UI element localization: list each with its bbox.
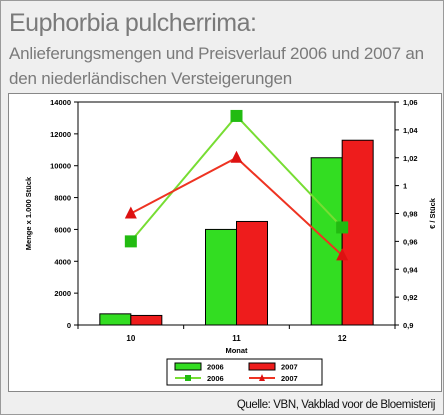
legend-bar-label: 2007 <box>281 363 298 372</box>
left-y-tick-label: 10000 <box>50 162 71 171</box>
bar-2007-11 <box>236 220 268 326</box>
legend-line-label: 2006 <box>207 374 224 383</box>
legend-line-label: 2007 <box>281 374 298 383</box>
right-y-tick-label: 1,04 <box>403 126 418 135</box>
chart-svg: 0 2000 4000 6000 8000 10000 12000 14000 0,9 0,92 0… <box>24 98 437 386</box>
source-note: Quelle: VBN, Vakblad voor de Bloemisteri… <box>236 399 436 411</box>
left-y-tick-label: 6000 <box>54 225 71 234</box>
right-y-axis-label: € / Stück <box>428 197 437 229</box>
chart-title: Euphorbia pulcherrima: <box>9 9 257 37</box>
bar-2006-11 <box>205 228 237 326</box>
point-2006-12 <box>336 221 349 234</box>
right-y-tick-label: 0,9 <box>403 321 413 330</box>
left-y-tick-label: 2000 <box>54 289 71 298</box>
x-tick-label: 12 <box>338 334 347 343</box>
x-axis-label: Monat <box>225 346 248 355</box>
bar-2006-10 <box>99 313 132 326</box>
left-y-tick-label: 0 <box>67 321 71 330</box>
legend-marker-2006 <box>185 375 191 381</box>
x-tick-label: 11 <box>232 334 241 343</box>
point-2007-12 <box>336 248 349 261</box>
legend-bar-swatch-2006 <box>174 362 202 371</box>
left-y-axis-label: Menge x 1.000 Stück <box>24 176 33 250</box>
chart-area: 0 2000 4000 6000 8000 10000 12000 14000 0,9 0,92 0… <box>8 93 442 392</box>
right-y-tick-label: 1,06 <box>403 98 418 107</box>
chart-subtitle: Anlieferungsmengen und Preisverlauf 2006… <box>9 44 424 88</box>
point-2007-11 <box>230 150 243 163</box>
point-2006-11 <box>230 109 243 122</box>
legend-marker-2007 <box>259 374 265 381</box>
left-y-tick-label: 8000 <box>54 194 71 203</box>
right-y-tick-label: 0,94 <box>403 265 418 274</box>
left-y-tick-label: 14000 <box>50 98 71 107</box>
bar-2007-10 <box>130 314 163 326</box>
legend-box <box>166 358 323 386</box>
right-y-tick-label: 0,96 <box>403 237 418 246</box>
point-2007-10 <box>124 206 137 219</box>
left-y-tick-label: 4000 <box>54 257 71 266</box>
right-y-tick-label: 0,98 <box>403 210 418 219</box>
right-y-tick-label: 1,02 <box>403 154 418 163</box>
left-y-tick-label: 12000 <box>50 130 71 139</box>
legend-bar-label: 2006 <box>207 363 224 372</box>
legend-bar-swatch-2007 <box>248 362 276 371</box>
right-y-tick-label: 0,92 <box>403 293 418 302</box>
point-2006-10 <box>124 235 137 248</box>
right-y-tick-label: 1 <box>403 182 407 191</box>
x-tick-label: 10 <box>126 334 135 343</box>
